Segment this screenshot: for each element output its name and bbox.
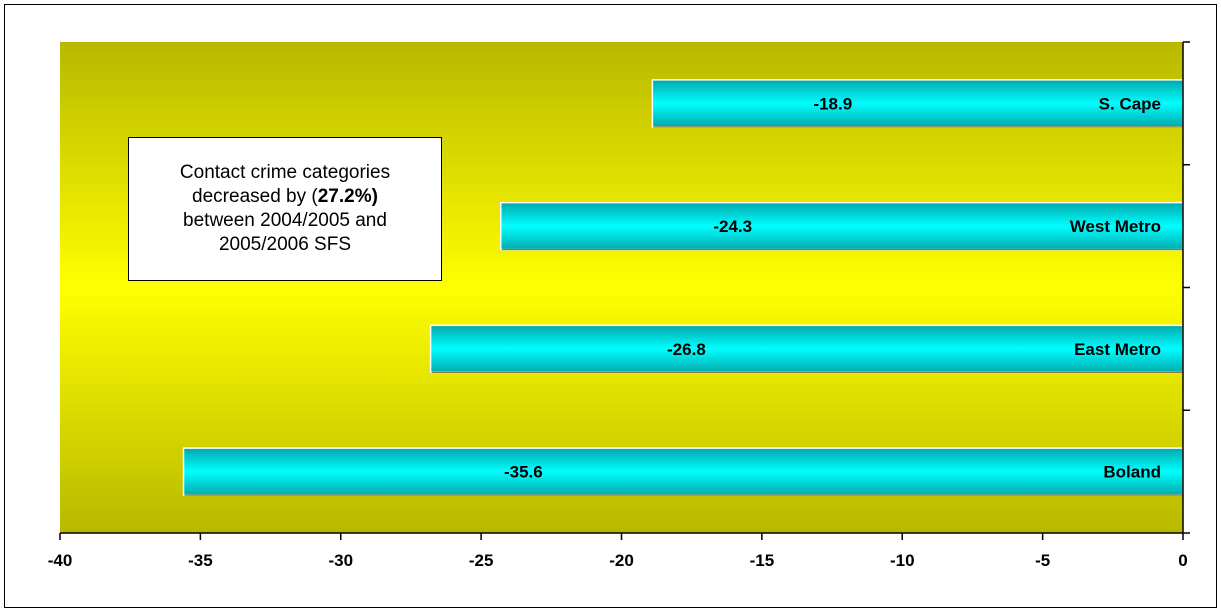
annotation-box: Contact crime categories decreased by (2… [128, 137, 442, 281]
bar-east-metro [429, 324, 1184, 374]
category-label: Boland [1103, 463, 1161, 482]
annotation-line-3: between 2004/2005 and [183, 210, 387, 231]
x-tick-label: -5 [1035, 551, 1050, 570]
bar-group: -18.9 S. Cape -24.3 West Metro -26.8 East Met… [182, 79, 1184, 496]
category-label: East Metro [1074, 340, 1161, 359]
x-tick-label: -30 [328, 551, 353, 570]
data-label: -18.9 [813, 94, 852, 113]
category-label: S. Cape [1099, 94, 1161, 113]
x-tick-label: -20 [609, 551, 634, 570]
data-label: -35.6 [504, 463, 543, 482]
annotation-highlight: 27.2%) [317, 186, 378, 207]
bar-s-cape [651, 79, 1184, 128]
x-tick-label: -10 [890, 551, 915, 570]
annotation-line-1: Contact crime categories [179, 162, 391, 183]
annotation-line-2: decreased by (27.2%) [192, 185, 378, 209]
data-label: -24.3 [713, 217, 752, 236]
data-label: -26.8 [667, 340, 706, 359]
annotation-line-4: 2005/2006 SFS [218, 234, 352, 255]
x-tick-label: 0 [1178, 551, 1187, 570]
x-tick-label: -35 [188, 551, 213, 570]
annotation-line-2-text: decreased by ( [192, 186, 318, 207]
x-tick-label: -40 [48, 551, 73, 570]
x-tick-label: -25 [469, 551, 494, 570]
axes: -40 -35 -30 -25 -20 -15 -10 -5 0 [48, 41, 1190, 570]
x-tick-label: -15 [750, 551, 775, 570]
category-label: West Metro [1070, 217, 1161, 236]
bar-boland [182, 447, 1184, 496]
